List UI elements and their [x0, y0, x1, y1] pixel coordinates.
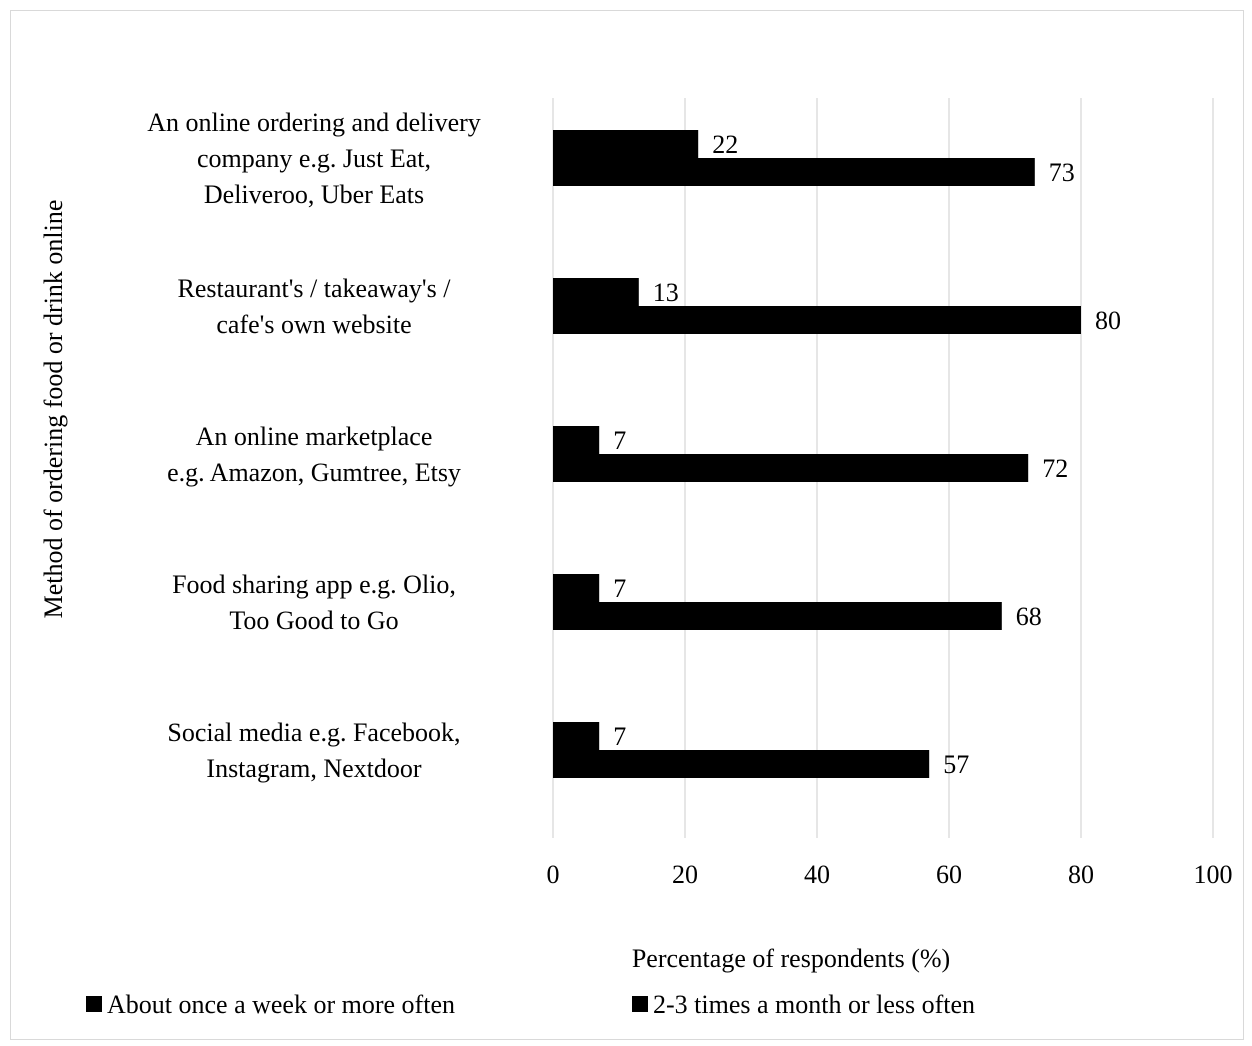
category-label: An online marketplace e.g. Amazon, Gumtre…	[167, 422, 461, 487]
data-label: 57	[943, 750, 969, 779]
x-tick-label: 20	[672, 860, 698, 889]
data-label: 13	[653, 278, 679, 307]
legend-label: 2-3 times a month or less often	[653, 990, 975, 1019]
bar-series1-cat2	[553, 278, 639, 306]
x-tick-labels: 0 20 40 60 80 100	[547, 860, 1233, 889]
bars	[553, 130, 1081, 778]
data-label: 80	[1095, 306, 1121, 335]
data-label: 22	[712, 130, 738, 159]
legend-swatch	[632, 996, 648, 1012]
bar-series2-cat1	[553, 158, 1035, 186]
legend-label: About once a week or more often	[107, 990, 455, 1019]
category-label-line: Deliveroo, Uber Eats	[204, 180, 424, 209]
value-labels: 22 73 13 80 7 72 7 68 7 57	[613, 130, 1121, 779]
legend-item: About once a week or more often	[86, 990, 455, 1019]
category-label-line: An online marketplace	[196, 422, 433, 451]
category-labels: An online ordering and delivery company e…	[147, 108, 481, 783]
x-tick-label: 80	[1068, 860, 1094, 889]
bar-series1-cat5	[553, 722, 600, 750]
x-tick-label: 100	[1194, 860, 1233, 889]
category-label: An online ordering and delivery company e…	[147, 108, 481, 209]
bar-series1-cat3	[553, 426, 600, 454]
legend-swatch	[86, 996, 102, 1012]
category-label-line: Too Good to Go	[229, 606, 398, 635]
category-label-line: company e.g. Just Eat,	[197, 144, 431, 173]
category-label: Restaurant's / takeaway's / cafe's own we…	[178, 274, 452, 339]
legend-item: 2-3 times a month or less often	[632, 990, 975, 1019]
bar-series2-cat2	[553, 306, 1081, 334]
category-label-line: An online ordering and delivery	[147, 108, 481, 137]
data-label: 7	[613, 574, 626, 603]
bar-series2-cat4	[553, 602, 1002, 630]
category-label: Food sharing app e.g. Olio, Too Good to G…	[172, 570, 456, 635]
x-tick-label: 60	[936, 860, 962, 889]
category-label-line: Instagram, Nextdoor	[206, 754, 422, 783]
bar-series1-cat4	[553, 574, 600, 602]
category-label-line: Food sharing app e.g. Olio,	[172, 570, 456, 599]
category-label-line: Restaurant's / takeaway's /	[178, 274, 452, 303]
category-label-line: cafe's own website	[216, 310, 411, 339]
x-axis-title: Percentage of respondents (%)	[632, 944, 950, 973]
y-axis-title: Method of ordering food or drink online	[39, 200, 68, 619]
bar-series2-cat5	[553, 750, 930, 778]
bar-series1-cat1	[553, 130, 699, 158]
x-tick-label: 0	[547, 860, 560, 889]
gridlines	[552, 98, 1214, 838]
data-label: 7	[613, 722, 626, 751]
data-label: 7	[613, 426, 626, 455]
data-label: 72	[1042, 454, 1068, 483]
x-tick-label: 40	[804, 860, 830, 889]
category-label: Social media e.g. Facebook, Instagram, Ne…	[167, 718, 460, 783]
data-label: 73	[1049, 158, 1075, 187]
legend: About once a week or more often 2-3 times…	[86, 990, 975, 1019]
category-label-line: Social media e.g. Facebook,	[167, 718, 460, 747]
bar-series2-cat3	[553, 454, 1029, 482]
category-label-line: e.g. Amazon, Gumtree, Etsy	[167, 458, 461, 487]
data-label: 68	[1016, 602, 1042, 631]
